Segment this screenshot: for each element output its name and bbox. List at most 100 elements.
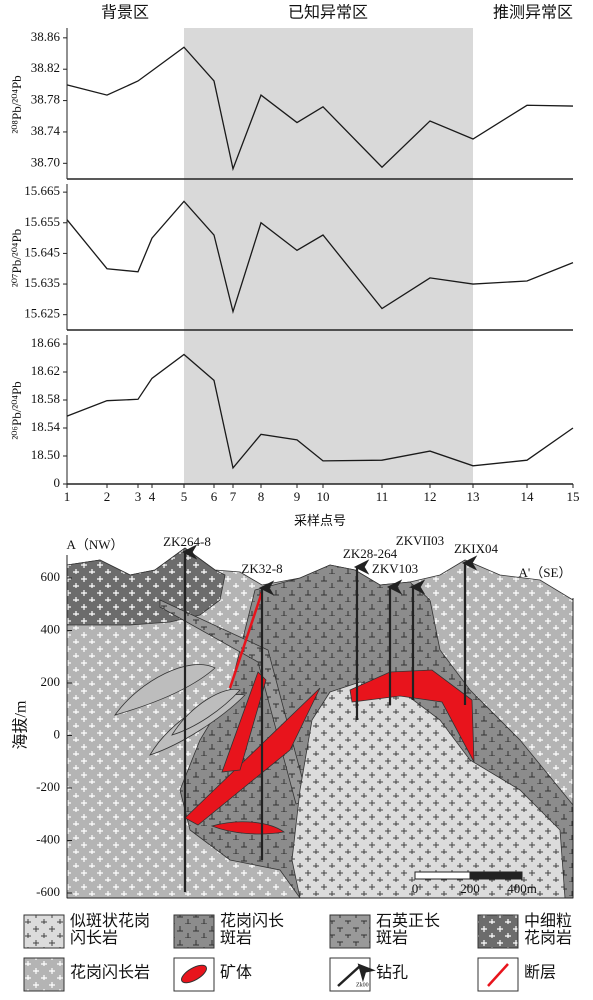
x-tick-label: 1 (64, 489, 71, 504)
legend-label: 石英正长 (376, 912, 440, 930)
legend-label: 花岗岩 (524, 929, 572, 947)
legend-label: 斑岩 (376, 929, 408, 947)
x-tick-label: 10 (317, 489, 330, 504)
legend-label: 断层 (524, 964, 556, 982)
legend-label: 花岗闪长 (220, 912, 284, 930)
x-tick-label: 12 (424, 489, 437, 504)
legend-swatch (23, 957, 65, 992)
legend-swatch (181, 964, 207, 984)
x-tick-label: 7 (230, 489, 237, 504)
x-tick-label: 4 (149, 489, 156, 504)
region-label: 推测异常区 (493, 4, 573, 22)
hole-label: ZK32-8 (241, 561, 282, 576)
ore-body (184, 687, 321, 826)
y-tick-label: 38.70 (31, 154, 60, 169)
syenite-porphyry (159, 599, 309, 805)
legend-label: 矿体 (220, 964, 252, 982)
x-tick-label: 5 (181, 489, 188, 504)
legend-swatch (337, 963, 376, 987)
data-line (66, 353, 574, 470)
y-tick-label: 18.58 (31, 391, 60, 406)
y-tick-label: 38.86 (31, 29, 61, 44)
shaded-region (184, 28, 473, 484)
y-tick-label: 0 (54, 726, 61, 741)
legend-swatch (173, 914, 215, 949)
ore-body (221, 671, 267, 773)
lens (171, 688, 241, 736)
cross-section (66, 544, 574, 899)
x-tick-label: 6 (211, 489, 218, 504)
y-axis-label: ²⁰⁷Pb/²⁰⁴Pb (9, 229, 24, 287)
y-tick-label: 15.655 (24, 214, 60, 229)
y-tick-label: -400 (36, 831, 60, 846)
legend-label: 斑岩 (220, 929, 252, 947)
data-line (66, 200, 574, 315)
y-tick-label: 38.82 (31, 60, 60, 75)
lens (114, 664, 216, 716)
scale-bar (469, 871, 523, 880)
ore-body (210, 821, 286, 835)
x-tick-label: 13 (467, 489, 480, 504)
y-tick-label: 38.74 (31, 123, 61, 138)
ore-body (349, 669, 475, 763)
legend-label: 闪长岩 (70, 929, 118, 947)
legend: Zk00 (23, 914, 519, 992)
scale-bar (414, 871, 471, 880)
drill-holes (181, 544, 478, 892)
end-label: A（NW） (66, 537, 123, 552)
legend-swatch (477, 914, 519, 949)
legend-icon-label: Zk00 (356, 982, 369, 988)
legend-label: 似斑状花岗 (70, 912, 150, 930)
region-label: 背景区 (101, 4, 149, 22)
x-axis-label: 采样点号 (294, 513, 346, 528)
scale-label: 0 (412, 881, 419, 896)
lens (149, 694, 246, 756)
scale-label: 200 (460, 881, 480, 896)
y-tick-label: 200 (41, 674, 61, 689)
legend-swatch (329, 914, 371, 949)
y-axis-label: 海拔/m (12, 700, 30, 749)
x-tick-label: 8 (258, 489, 265, 504)
y-axis-label: ²⁰⁸Pb/²⁰⁴Pb (9, 75, 24, 133)
y-tick-label: 18.62 (31, 363, 60, 378)
y-tick-label: 15.665 (24, 183, 60, 198)
y-tick-label: 15.635 (24, 275, 60, 290)
hole-label: ZK28-264 (343, 546, 398, 561)
fault (228, 591, 264, 689)
x-tick-label: 2 (104, 489, 111, 504)
legend-swatch (23, 914, 65, 949)
x-tick-label: 9 (294, 489, 301, 504)
y-tick-label: -600 (36, 884, 60, 899)
y-tick-label: 38.78 (31, 92, 60, 107)
x-tick-label: 15 (567, 489, 580, 504)
legend-label: 中细粒 (524, 912, 572, 930)
y-axis-label: ²⁰⁶Pb/²⁰⁴Pb (9, 381, 24, 439)
x-tick-label: 11 (376, 489, 389, 504)
legend-swatch (487, 963, 509, 987)
hole-label: ZKVII03 (396, 533, 444, 548)
hole-label: ZK264-8 (163, 534, 211, 549)
y-tick-label: 15.625 (24, 306, 60, 321)
y-tick-label: 15.645 (24, 244, 60, 259)
charts: 38.70 38.74 38.78 38.82 38.86 ²⁰⁸Pb/²⁰⁴Pb 背景区 已… (9, 4, 580, 528)
y-tick-label: 400 (41, 621, 61, 636)
region-label: 已知异常区 (288, 4, 368, 22)
data-line (66, 46, 574, 172)
y-tick-label: 600 (41, 569, 61, 584)
y-tick-label: 18.66 (31, 335, 61, 350)
y-tick-label: 18.50 (31, 447, 60, 462)
scale-label: 400m (507, 881, 537, 896)
x-tick-label: 3 (135, 489, 142, 504)
end-label: A'（SE） (519, 565, 572, 580)
legend-label: 花岗闪长岩 (70, 964, 150, 982)
legend-label: 钻孔 (376, 964, 408, 982)
fine-granite (66, 547, 226, 626)
x-tick-label: 14 (521, 489, 535, 504)
hole-label: ZKIX04 (454, 541, 499, 556)
y-tick-label: 0 (54, 475, 61, 490)
y-tick-label: -200 (36, 779, 60, 794)
hole-label: ZKV103 (372, 561, 418, 576)
y-tick-label: 18.54 (31, 419, 61, 434)
